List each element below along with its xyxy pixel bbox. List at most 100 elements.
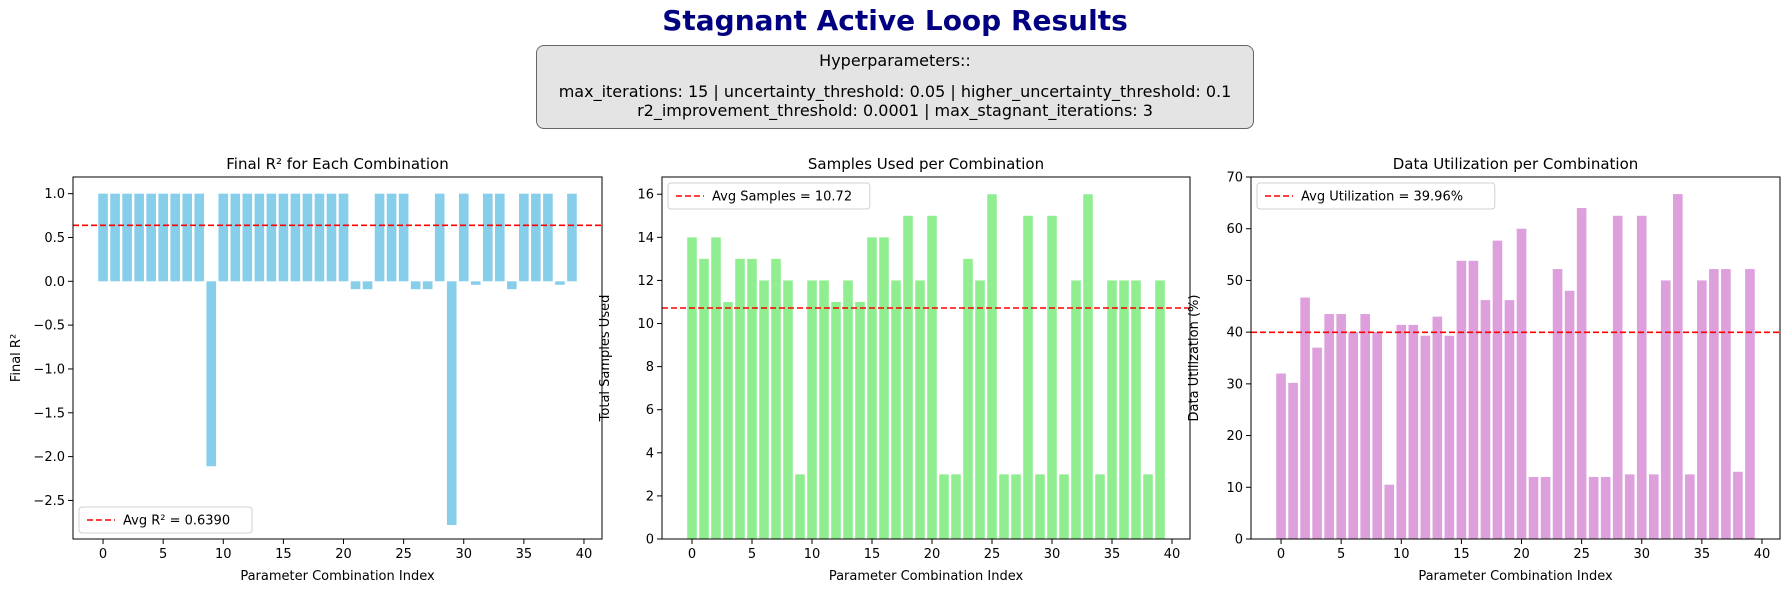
bar (519, 193, 529, 282)
bar (1480, 300, 1491, 539)
y-tick-label: 10 (1226, 481, 1243, 496)
bar (939, 474, 949, 539)
bar (555, 281, 565, 285)
bar (807, 280, 817, 539)
y-tick-label: −1.5 (33, 406, 65, 421)
bar (879, 237, 889, 540)
bar (783, 280, 793, 539)
bar (915, 280, 925, 539)
x-axis-label: Parameter Combination Index (1418, 569, 1613, 584)
y-tick-label: 0 (1235, 533, 1243, 548)
bar (1540, 476, 1551, 539)
bar (1047, 215, 1057, 540)
bar (771, 258, 781, 539)
bar (1119, 280, 1129, 539)
bar (350, 281, 361, 290)
plot-frame (72, 176, 603, 540)
legend-label: Avg Utilization = 39.96% (1301, 190, 1463, 205)
bar (1516, 228, 1527, 539)
bar (1432, 316, 1443, 539)
y-tick-label: −2.0 (33, 450, 65, 465)
bar (290, 193, 301, 282)
bar (1324, 314, 1334, 539)
bar (711, 237, 721, 540)
x-tick-label: 40 (1754, 547, 1771, 562)
x-tick-label: 10 (804, 547, 821, 562)
bar (1564, 290, 1575, 539)
bar (1576, 208, 1587, 539)
y-tick-label: 2 (646, 489, 654, 504)
chart-panel-3: 0 5 10 15 20 25 30 35 40 0 10 20 30 40 50 60 70 Data Util… (1187, 155, 1781, 584)
bar (1336, 314, 1346, 539)
bar (735, 258, 745, 539)
bar (1504, 300, 1515, 539)
bar (386, 193, 397, 282)
y-axis-label: Data Utilization (%) (1187, 295, 1202, 422)
bar (110, 193, 120, 282)
bar (122, 193, 132, 282)
x-tick-label: 40 (1164, 547, 1181, 562)
x-axis-label: Parameter Combination Index (829, 569, 1024, 584)
bar (230, 193, 241, 282)
bar (1143, 474, 1153, 539)
y-axis-label: Total Samples Used (598, 295, 613, 423)
y-tick-label: 14 (637, 231, 654, 246)
y-tick-label: 60 (1226, 222, 1243, 237)
bar (1131, 280, 1141, 539)
bar (831, 301, 841, 539)
hyperparameters-box: Hyperparameters:: max_iterations: 15 | u… (536, 45, 1254, 129)
bar (1733, 471, 1743, 539)
x-tick-label: 20 (924, 547, 941, 562)
bar (843, 280, 853, 539)
bar (543, 193, 553, 282)
legend-box (667, 182, 871, 210)
bar (1035, 474, 1045, 539)
x-tick-label: 40 (576, 547, 593, 562)
y-tick-label: 10 (637, 317, 654, 332)
x-tick-label: 5 (1337, 547, 1345, 562)
bar (314, 193, 325, 282)
y-tick-label: 0 (646, 533, 654, 548)
bar (362, 281, 373, 290)
bar (1011, 474, 1021, 539)
bar (1552, 269, 1563, 539)
y-tick-label: −2.5 (33, 494, 65, 509)
bar (891, 280, 901, 539)
page-title: Stagnant Active Loop Results (662, 4, 1128, 37)
chart-title: Samples Used per Combination (808, 155, 1044, 173)
bar (759, 280, 769, 539)
y-tick-label: 70 (1226, 171, 1243, 186)
bar (1420, 335, 1431, 539)
bar (422, 281, 433, 290)
bar (1492, 240, 1503, 539)
bar (1636, 215, 1647, 540)
hyperparameters-heading: Hyperparameters:: (819, 51, 971, 70)
legend-box (78, 506, 253, 534)
x-axis-label: Parameter Combination Index (240, 569, 435, 584)
legend-box (1256, 182, 1496, 210)
x-tick-label: 0 (688, 547, 696, 562)
bar (1468, 260, 1479, 539)
bar (819, 280, 829, 539)
bar (1300, 297, 1310, 539)
bar (1456, 260, 1467, 539)
bar (1083, 194, 1093, 539)
bar (531, 193, 541, 282)
bar (1348, 332, 1359, 539)
bar (927, 215, 937, 540)
bar (1660, 280, 1671, 539)
y-tick-label: 40 (1226, 326, 1243, 341)
bar (470, 281, 481, 285)
bar (194, 193, 205, 282)
bar (1107, 280, 1117, 539)
bar (242, 193, 253, 282)
bar (458, 193, 469, 282)
y-tick-label: 1.0 (44, 187, 65, 202)
y-tick-label: 0.0 (44, 275, 65, 290)
bar (951, 474, 961, 539)
bar (795, 474, 805, 539)
x-tick-label: 25 (1573, 547, 1590, 562)
hyperparameters-line-2: r2_improvement_threshold: 0.0001 | max_s… (637, 101, 1153, 120)
bar (963, 258, 973, 539)
bar (747, 258, 757, 539)
